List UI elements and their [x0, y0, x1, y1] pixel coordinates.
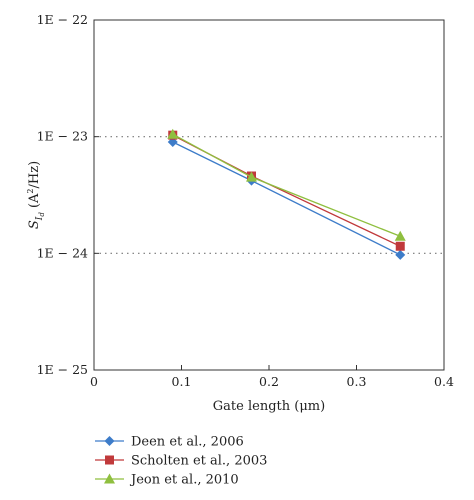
y-tick-label: 1E − 23: [37, 129, 88, 144]
plot-frame: [93, 19, 445, 371]
legend: Deen et al., 2006 Scholten et al., 2003 Je…: [95, 435, 267, 488]
data-point: [395, 241, 405, 251]
y-tick-label: 1E − 25: [37, 362, 88, 377]
legend-marker: [104, 473, 115, 484]
x-tick-label: 0.4: [434, 374, 454, 389]
legend-marker: [104, 436, 115, 446]
legend-item: Deen et al., 2006: [95, 435, 244, 450]
legend-label: Deen et al., 2006: [131, 435, 244, 450]
grid: [94, 136, 444, 254]
y-tick-label: 1E − 24: [37, 245, 88, 260]
legend-marker: [105, 455, 114, 465]
x-tick-label: 0.2: [259, 374, 279, 389]
legend-label: Jeon et al., 2010: [129, 473, 239, 488]
series-line: [172, 133, 401, 237]
x-tick-label: 0: [90, 374, 98, 389]
legend-item: Jeon et al., 2010: [95, 473, 239, 488]
y-tick-label: 1E − 22: [37, 12, 88, 27]
x-tick-label: 0.1: [172, 374, 192, 389]
series-layer: [167, 128, 406, 260]
series-line: [172, 141, 401, 256]
y-axis: 1E − 25 1E − 24 1E − 23 1E − 22: [37, 12, 99, 377]
data-point: [167, 128, 179, 139]
series-1: [167, 137, 406, 260]
x-axis: 0 0.1 0.2 0.3 0.4: [90, 365, 454, 389]
legend-item: Scholten et al., 2003: [95, 454, 267, 469]
series-3: [167, 128, 406, 241]
y-axis-label: SId (A2/Hz): [26, 161, 46, 229]
data-point: [246, 171, 257, 182]
x-tick-label: 0.3: [347, 374, 367, 389]
data-point: [395, 249, 406, 260]
x-axis-label: Gate length (μm): [213, 399, 325, 414]
data-point: [394, 230, 406, 241]
legend-label: Scholten et al., 2003: [131, 454, 267, 469]
